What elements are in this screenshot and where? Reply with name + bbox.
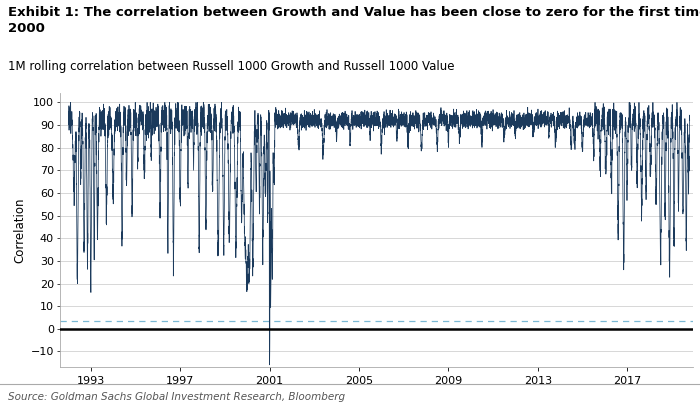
Y-axis label: Correlation: Correlation [13, 198, 27, 263]
Text: 1M rolling correlation between Russell 1000 Growth and Russell 1000 Value: 1M rolling correlation between Russell 1… [8, 60, 455, 73]
Text: Exhibit 1: The correlation between Growth and Value has been close to zero for t: Exhibit 1: The correlation between Growt… [8, 6, 700, 35]
Text: Source: Goldman Sachs Global Investment Research, Bloomberg: Source: Goldman Sachs Global Investment … [8, 392, 346, 402]
